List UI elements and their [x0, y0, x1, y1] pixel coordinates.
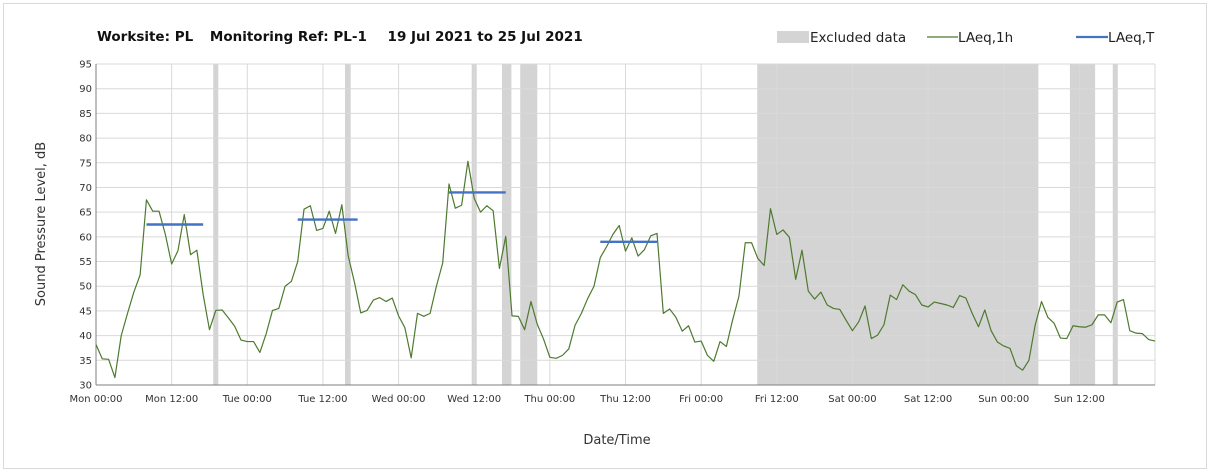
title-worksite: Worksite: PL — [97, 29, 194, 45]
grid-lines — [95, 63, 1156, 386]
x-tick-label: Fri 00:00 — [679, 394, 723, 405]
x-tick-label: Tue 00:00 — [222, 394, 272, 405]
y-tick-label: 75 — [79, 158, 92, 169]
x-tick-label: Fri 12:00 — [755, 394, 799, 405]
y-tick-label: 95 — [79, 60, 92, 71]
y-tick-label: 35 — [79, 356, 92, 367]
excluded-region — [501, 64, 512, 385]
y-tick-label: 85 — [79, 109, 92, 120]
excluded-region — [520, 64, 538, 385]
x-tick-label: Mon 12:00 — [145, 394, 198, 405]
legend-excluded-label: Excluded data — [810, 30, 906, 46]
x-tick-label: Sun 12:00 — [1054, 394, 1105, 405]
y-tick-label: 70 — [79, 183, 92, 194]
y-tick-label: 45 — [79, 306, 92, 317]
x-tick-label: Wed 12:00 — [447, 394, 501, 405]
axes — [95, 64, 1155, 386]
laeq1h-line — [95, 160, 1156, 379]
legend-laeqT-label: LAeq,T — [1108, 30, 1155, 46]
y-tick-label: 55 — [79, 257, 92, 268]
x-tick-label: Wed 00:00 — [372, 394, 426, 405]
y-tick-label: 80 — [79, 134, 92, 145]
x-tick-label: Sat 00:00 — [828, 394, 876, 405]
y-tick-label: 60 — [79, 232, 92, 243]
excluded-region — [757, 64, 1039, 385]
excluded-region — [344, 64, 351, 385]
x-tick-label: Mon 00:00 — [69, 394, 122, 405]
legend-laeq1h-label: LAeq,1h — [958, 30, 1013, 46]
y-tick-label: 65 — [79, 208, 92, 219]
x-tick-label: Sun 00:00 — [978, 394, 1029, 405]
y-axis-label: Sound Pressure Level, dB — [34, 142, 49, 306]
y-tick-label: 50 — [79, 282, 92, 293]
excluded-regions — [213, 64, 1118, 385]
x-tick-label: Thu 00:00 — [523, 394, 575, 405]
excluded-region — [1069, 64, 1096, 385]
chart-title: Worksite: PL Monitoring Ref: PL-1 19 Jul… — [97, 29, 583, 45]
y-tick-label: 40 — [79, 331, 92, 342]
legend: Excluded data LAeq,1h LAeq,T — [777, 30, 1155, 46]
x-tick-label: Sat 12:00 — [904, 394, 952, 405]
x-axis-label: Date/Time — [583, 433, 650, 448]
legend-excluded-swatch — [777, 31, 809, 43]
series — [95, 160, 1156, 379]
excluded-region — [213, 64, 219, 385]
x-tick-label: Thu 12:00 — [599, 394, 651, 405]
excluded-region — [1112, 64, 1118, 385]
tick-labels: 30 35 40 45 50 55 60 65 70 75 80 85 90 95 Mon 00:00 Mon… — [69, 60, 1104, 406]
y-tick-label: 30 — [79, 381, 92, 392]
y-tick-label: 90 — [79, 84, 92, 95]
title-monitoring-ref: Monitoring Ref: PL-1 — [210, 29, 367, 45]
x-tick-label: Tue 12:00 — [297, 394, 347, 405]
title-date-range: 19 Jul 2021 to 25 Jul 2021 — [388, 29, 583, 45]
